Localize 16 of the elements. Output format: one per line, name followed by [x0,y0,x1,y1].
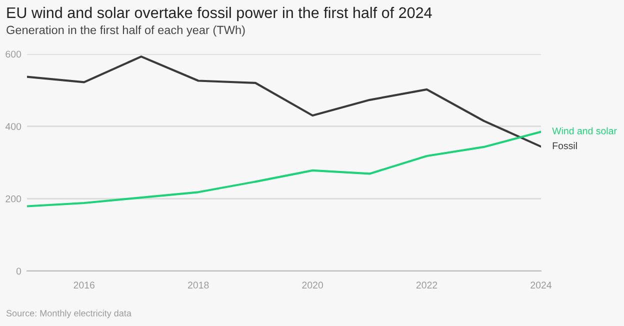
y-tick-label: 600 [6,50,22,58]
x-tick-label: 2022 [416,282,438,289]
series-label: Fossil [552,142,577,150]
source-note: Source: Monthly electricity data [6,310,132,318]
y-tick-label: 400 [5,123,22,130]
line-series [27,130,541,208]
x-tick-label: 2024 [530,282,552,289]
y-tick-label: 0 [16,268,22,275]
series-label: Wind and solar [552,127,617,134]
x-tick-label: 2018 [188,282,209,289]
x-tick-label: 2020 [302,282,323,289]
chart-title: EU wind and solar overtake fossil power in the first half of 2024 [7,6,432,22]
y-tick-label: 200 [6,195,22,202]
chart-subtitle: Generation in the first half of each year (TWh) [6,26,245,36]
line-series [27,55,541,148]
x-tick-label: 2016 [74,282,94,289]
